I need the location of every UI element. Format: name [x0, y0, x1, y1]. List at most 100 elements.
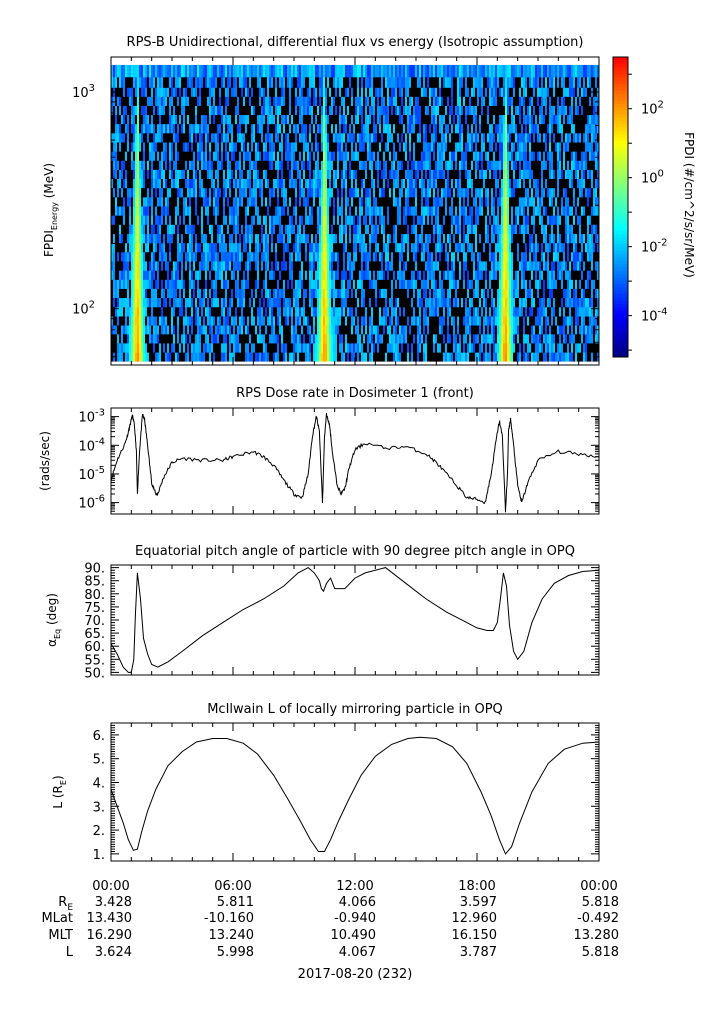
spectrogram-cell [591, 197, 594, 207]
spectrogram-cell [571, 306, 574, 317]
spectrogram-cell [359, 233, 362, 244]
spectrogram-cell [331, 242, 334, 253]
spectrogram-cell [499, 270, 502, 280]
spectrogram-cell [571, 316, 574, 326]
spectrogram-cell [315, 224, 318, 235]
spectrogram-cell [411, 251, 414, 262]
spectrogram-cell [159, 233, 162, 244]
spectrogram-cell [169, 261, 172, 271]
spectrogram-cell [403, 352, 406, 362]
spectrogram-cell [545, 288, 548, 299]
spectrogram-cell [243, 197, 246, 207]
spectrogram-cell [579, 288, 582, 299]
spectrogram-cell [115, 169, 118, 179]
spectrogram-cell [465, 270, 468, 280]
spectrogram-cell [485, 197, 488, 207]
spectrogram-cell [501, 206, 504, 216]
spectrogram-cell [591, 306, 594, 317]
spectrogram-cell [345, 334, 348, 344]
spectrogram-cell [567, 206, 570, 216]
spectrogram-cell [243, 187, 246, 198]
spectrogram-cell [209, 169, 212, 179]
spectrogram-cell [231, 334, 234, 344]
spectrogram-cell [391, 334, 394, 344]
spectrogram-cell [131, 215, 134, 225]
spectrogram-cell [409, 251, 412, 262]
spectrogram-cell [223, 279, 226, 289]
spectrogram-cell [297, 306, 300, 317]
spectrogram-cell [229, 206, 232, 216]
spectrogram-cell [189, 187, 192, 198]
spectrogram-cell [223, 251, 226, 262]
spectrogram-cell [347, 270, 350, 280]
spectrogram-cell [289, 352, 292, 362]
spectrogram-cell [263, 325, 266, 335]
spectrogram-cell [271, 215, 274, 225]
spectrogram-cell [579, 279, 582, 289]
spectrogram-cell [477, 261, 480, 271]
spectrogram-cell [375, 206, 378, 216]
spectrogram-cell [585, 343, 588, 353]
spectrogram-cell [331, 206, 334, 216]
spectrogram-cell [457, 224, 460, 235]
spectrogram-cell [569, 325, 572, 335]
spectrogram-cell [249, 270, 252, 280]
spectrogram-cell [527, 251, 530, 262]
spectrogram-cell [479, 178, 482, 189]
spectrogram-cell [367, 233, 370, 244]
spectrogram-cell [387, 251, 390, 262]
spectrogram-cell [433, 187, 436, 198]
spectrogram-cell [119, 288, 122, 299]
spectrogram-cell [149, 343, 152, 353]
spectrogram-cell [501, 187, 504, 198]
spectrogram-cell [173, 316, 176, 326]
spectrogram-cell [453, 306, 456, 317]
spectrogram-cell [431, 316, 434, 326]
spectrogram-cell [365, 206, 368, 216]
spectrogram-cell [417, 215, 420, 225]
spectrogram-cell [383, 187, 386, 198]
spectrogram-cell [585, 224, 588, 235]
spectrogram-cell [481, 306, 484, 317]
spectrogram-cell [159, 343, 162, 353]
spectrogram-cell [155, 224, 158, 235]
spectrogram-cell [145, 306, 148, 317]
spectrogram-cell [181, 343, 184, 353]
spectrogram-cell [305, 251, 308, 262]
spectrogram-cell [377, 316, 380, 326]
spectrogram-cell [297, 233, 300, 244]
spectrogram-cell [131, 233, 134, 244]
spectrogram-cell [165, 306, 168, 317]
spectrogram-cell [401, 242, 404, 253]
spectrogram-cell [293, 251, 296, 262]
spectrogram-cell [181, 215, 184, 225]
spectrogram-cell [361, 306, 364, 317]
spectrogram-cell [261, 343, 264, 353]
spectrogram-cell [411, 233, 414, 244]
spectrogram-cell [143, 197, 146, 207]
spectrogram-cell [329, 178, 332, 189]
spectrogram-cell [247, 261, 250, 271]
spectrogram-cell [223, 197, 226, 207]
spectrogram-cell [431, 233, 434, 244]
spectrogram-cell [473, 187, 476, 198]
spectrogram-cell [153, 325, 156, 335]
spectrogram-cell [583, 261, 586, 271]
spectrogram-cell [267, 334, 270, 344]
spectrogram-cell [257, 242, 260, 253]
spectrogram-cell [469, 233, 472, 244]
spectrogram-cell [545, 242, 548, 253]
spectrogram-cell [413, 206, 416, 216]
spectrogram-cell [573, 233, 576, 244]
spectrogram-cell [331, 352, 334, 362]
spectrogram-cell [471, 215, 474, 225]
spectrogram-cell [215, 352, 218, 362]
spectrogram-cell [533, 224, 536, 235]
spectrogram-cell [549, 206, 552, 216]
spectrogram-cell [529, 297, 532, 308]
spectrogram-cell [149, 224, 152, 235]
spectrogram-cell [159, 169, 162, 179]
spectrogram-cell [305, 178, 308, 189]
spectrogram-cell [533, 325, 536, 335]
spectrogram-cell [245, 224, 248, 235]
